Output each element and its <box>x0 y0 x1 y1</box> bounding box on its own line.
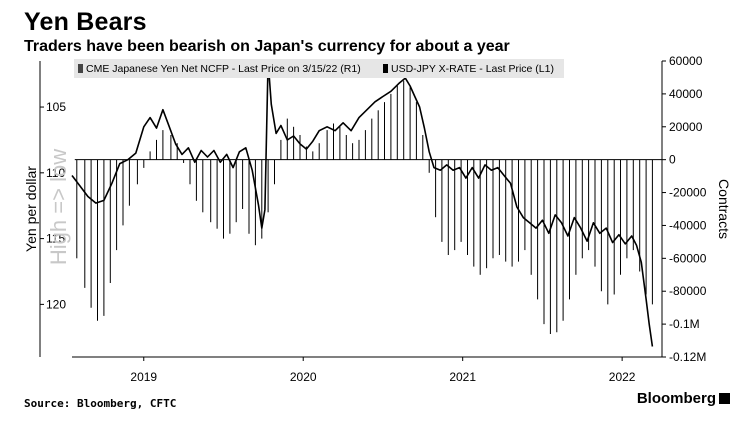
right-tick-label: -0.1M <box>669 317 700 331</box>
source-note: Source: Bloomberg, CFTC <box>24 397 177 410</box>
brand-logo: Bloomberg <box>637 390 730 407</box>
left-tick-label: 115 <box>46 232 65 246</box>
left-tick-label: 120 <box>46 297 66 311</box>
right-tick-label: 0 <box>669 153 676 167</box>
x-tick-label: 2022 <box>609 370 636 384</box>
line-series <box>71 60 654 347</box>
line-path <box>71 60 654 347</box>
chart-title: Yen Bears <box>24 8 147 36</box>
right-tick-label: -40000 <box>669 218 707 232</box>
right-tick-label: 40000 <box>669 87 703 101</box>
brand-mark-icon <box>719 393 730 404</box>
right-axis-label: Contracts <box>716 179 732 239</box>
x-tick-label: 2019 <box>130 370 157 384</box>
legend-box <box>74 59 564 78</box>
axes: 105 110 115 120 Yen per dollar High => low 600… <box>23 54 732 384</box>
x-tick-label: 2020 <box>290 370 317 384</box>
right-tick-label: -60000 <box>669 251 707 265</box>
chart-area: 105 110 115 120 Yen per dollar High => low 600… <box>0 54 754 400</box>
bar-series <box>76 80 653 334</box>
right-tick-label: 20000 <box>669 120 703 134</box>
legend: CME Japanese Yen Net NCFP - Last Price o… <box>74 59 564 78</box>
right-tick-label: -80000 <box>669 284 707 298</box>
legend-label-line: USD-JPY X-RATE - Last Price (L1) <box>391 63 554 75</box>
x-tick-label: 2021 <box>449 370 476 384</box>
legend-label-bars: CME Japanese Yen Net NCFP - Last Price o… <box>86 63 361 75</box>
brand-name: Bloomberg <box>636 390 716 407</box>
axis-watermark: High => low <box>46 149 71 265</box>
legend-swatch-line <box>383 64 388 73</box>
chart-svg: 105 110 115 120 Yen per dollar High => low 600… <box>23 54 732 384</box>
right-tick-label: -20000 <box>669 186 707 200</box>
right-tick-label: 60000 <box>669 55 703 68</box>
right-tick-label: -0.12M <box>669 350 706 364</box>
left-tick-label: 110 <box>46 166 65 180</box>
left-axis-label: Yen per dollar <box>23 166 39 252</box>
left-tick-label: 105 <box>46 100 66 114</box>
legend-swatch-bars <box>78 64 83 73</box>
chart-subtitle: Traders have been bearish on Japan's cur… <box>24 38 510 55</box>
